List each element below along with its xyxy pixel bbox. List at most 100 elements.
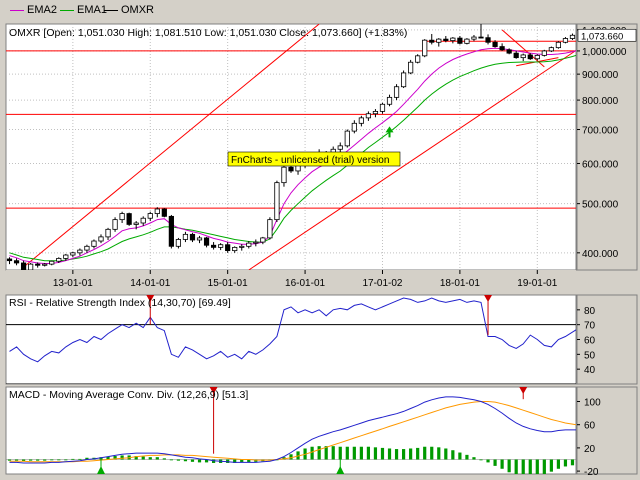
candle-body (415, 55, 421, 63)
macd-plot-area (6, 387, 576, 474)
candle-body (520, 54, 526, 59)
candle (126, 212, 132, 226)
candle (386, 94, 393, 107)
candle-body (450, 37, 456, 41)
candle-body (168, 215, 174, 247)
candle-body (35, 263, 41, 266)
candle-body (161, 208, 167, 217)
candle (358, 115, 364, 127)
macd-histogram-bar (479, 459, 483, 461)
macd-histogram-bar (64, 459, 68, 461)
candle (457, 36, 463, 45)
candle-body (56, 258, 62, 262)
candle (210, 242, 217, 250)
candle (28, 262, 34, 270)
macd-histogram-bar (359, 446, 363, 460)
macd-histogram-bar (451, 450, 455, 460)
candle-body (471, 36, 477, 40)
candle (154, 207, 160, 218)
candle-body (63, 254, 69, 259)
price-ytick-label: 400.000 (582, 249, 619, 260)
macd-histogram-bar (542, 459, 546, 474)
macd-histogram-bar (169, 459, 173, 461)
candle-body (429, 39, 435, 43)
date-tick-label: 13-01-01 (53, 278, 93, 289)
candle-body (189, 233, 196, 241)
candle-body (436, 38, 442, 43)
candle-body (464, 38, 470, 44)
sell-arrow-icon (519, 387, 528, 394)
rsi-line (9, 297, 576, 363)
legend-entry-ema1[interactable]: EMA1 (60, 4, 107, 16)
macd-histogram-bar (394, 449, 399, 460)
candle (232, 246, 238, 253)
candle-body (246, 242, 252, 247)
candle (98, 234, 104, 244)
macd-line (9, 396, 576, 464)
price-ytick-label: 1,000.000 (582, 47, 627, 58)
candle (478, 24, 484, 39)
macd-histogram-bar (409, 448, 413, 460)
date-tick-label: 16-01-01 (285, 278, 325, 289)
candle-body (506, 49, 512, 54)
candle (189, 232, 196, 243)
candle (119, 211, 125, 223)
candle-body (541, 50, 547, 56)
candle (379, 102, 386, 114)
trend-line-0 (23, 24, 320, 268)
macd-histogram-bar (444, 448, 448, 460)
candle (527, 53, 533, 60)
macd-histogram-bar (141, 456, 145, 460)
candle-body (232, 246, 238, 252)
candle-body (351, 122, 357, 132)
macd-histogram-bar (556, 459, 561, 469)
macd-histogram-bar (563, 459, 568, 467)
candle-body (569, 34, 576, 39)
candle (239, 244, 245, 251)
candle-body (28, 263, 34, 270)
candle-body (499, 46, 505, 51)
rsi-ytick-label: 50 (584, 350, 596, 361)
candle-body (386, 96, 393, 105)
macd-histogram-bar (430, 446, 434, 460)
legend-entry-omxr[interactable]: OMXR (104, 4, 154, 16)
candle-body (105, 228, 111, 238)
candle-body (337, 145, 343, 150)
date-tick-label: 15-01-01 (208, 278, 248, 289)
candle (499, 43, 505, 51)
candle (175, 237, 182, 249)
candle (351, 120, 357, 134)
legend-label-ema2: EMA2 (27, 4, 57, 16)
macd-histogram-bar (366, 446, 371, 460)
omxr-swatch-icon (104, 9, 118, 11)
candle-body (288, 166, 294, 172)
price-plot-area (6, 24, 576, 270)
macd-histogram-bar (465, 454, 469, 460)
macd-histogram-bar (373, 447, 378, 460)
candle (140, 216, 146, 226)
candle (274, 180, 280, 223)
legend-entry-ema2[interactable]: EMA2 (10, 4, 57, 16)
candle (182, 231, 189, 243)
candle-body (133, 222, 139, 225)
candle-body (555, 41, 562, 49)
candle (400, 70, 407, 89)
candle (35, 262, 41, 268)
candle-body (274, 182, 280, 221)
candle-body (393, 86, 400, 98)
candle (443, 36, 449, 43)
candle-body (49, 260, 55, 265)
macd-histogram-bar (78, 458, 82, 460)
candle-body (457, 37, 463, 44)
macd-histogram-bar (21, 459, 26, 462)
candle-body (534, 54, 540, 60)
macd-panel-axis-area (576, 386, 638, 475)
ema1-swatch-icon (60, 9, 74, 11)
candle (365, 111, 372, 121)
macd-histogram-bar (437, 447, 441, 460)
candle-body (548, 47, 554, 52)
macd-histogram-bar (176, 459, 181, 461)
candle (555, 41, 562, 49)
candle (485, 34, 491, 45)
ema1-line (9, 54, 576, 262)
